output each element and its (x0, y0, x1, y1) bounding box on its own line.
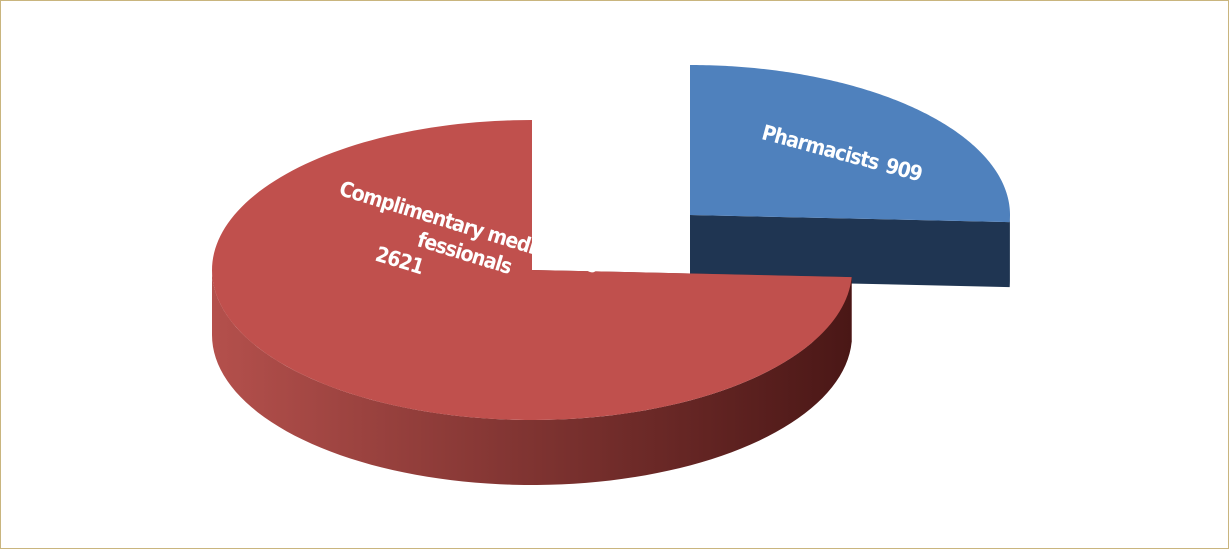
pie: Complimentary medical pro-fessionals2621… (212, 65, 1010, 485)
slice-top (690, 65, 1010, 223)
slice (212, 120, 852, 485)
slice-top (212, 120, 852, 420)
slice-cut-face (690, 215, 1010, 288)
slice-wall (212, 270, 852, 485)
slice (690, 65, 1010, 288)
